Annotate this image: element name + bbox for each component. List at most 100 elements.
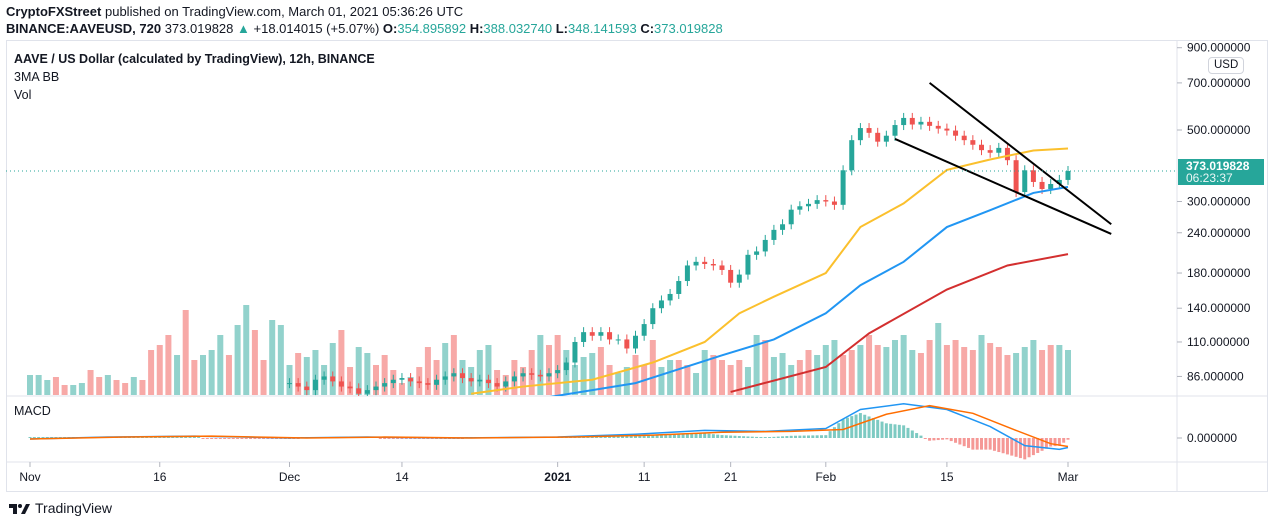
macd-histogram-bar — [698, 433, 702, 438]
volume-bar — [424, 347, 431, 395]
candle — [979, 144, 984, 151]
candle — [615, 339, 621, 341]
macd-histogram-bar — [175, 437, 179, 438]
volume-bar — [104, 375, 111, 395]
volume-bar — [701, 350, 708, 395]
macd-histogram-bar — [902, 425, 906, 438]
volume-bar — [866, 335, 873, 395]
candle — [970, 140, 976, 145]
volume-bar — [1021, 347, 1028, 395]
chart-title: AAVE / US Dollar (calculated by TradingV… — [14, 52, 375, 66]
open-value: 354.895892 — [397, 21, 467, 36]
publisher-name[interactable]: CryptoFXStreet — [6, 4, 102, 19]
price-change: +18.014015 (+5.07%) — [253, 21, 380, 36]
x-tick-label: 14 — [395, 470, 409, 484]
volume-bar — [623, 367, 630, 395]
y-tick-label: 700.000000 — [1187, 76, 1251, 90]
macd-histogram-bar — [768, 437, 772, 438]
macd-histogram-bar — [236, 438, 240, 439]
macd-histogram-bar — [980, 438, 983, 450]
volume-bar — [762, 340, 769, 395]
macd-histogram-bar — [945, 438, 949, 440]
macd-histogram-bar — [807, 435, 810, 438]
macd-histogram-bar — [746, 436, 750, 438]
macd-histogram-bar — [707, 433, 711, 438]
candle — [485, 379, 491, 384]
macd-histogram-bar — [1062, 438, 1066, 443]
volume-bar — [312, 350, 319, 395]
candle — [814, 200, 820, 204]
volume-bar — [347, 367, 354, 395]
candle — [607, 332, 613, 340]
macd-histogram-bar — [841, 419, 845, 438]
volume-bar — [303, 357, 310, 395]
volume-bar — [770, 357, 777, 395]
last-price: 373.019828 — [164, 21, 234, 36]
candle — [883, 135, 889, 142]
volume-bar — [260, 360, 267, 395]
high-label: H: — [469, 21, 484, 36]
candle — [295, 383, 301, 387]
candle — [806, 203, 811, 207]
macd-histogram-bar — [1036, 438, 1040, 453]
candle — [658, 300, 664, 309]
candle — [996, 147, 1002, 153]
y-tick-label: 140.000000 — [1187, 301, 1251, 315]
candle — [745, 254, 751, 275]
macd-histogram-bar — [634, 435, 637, 438]
macd-histogram-bar — [240, 438, 244, 439]
legend-3ma-bb[interactable]: 3MA BB — [14, 70, 60, 84]
macd-histogram-bar — [897, 424, 901, 438]
macd-histogram-bar — [41, 437, 45, 438]
candle — [667, 293, 673, 301]
macd-histogram-bar — [967, 438, 971, 448]
macd-histogram-bar — [785, 436, 789, 438]
x-tick-label: 21 — [724, 470, 738, 484]
tradingview-brand: TradingView — [35, 500, 113, 516]
volume-bar — [987, 343, 994, 395]
x-tick-label: 16 — [153, 470, 167, 484]
tradingview-logo[interactable]: TradingView — [8, 500, 112, 516]
candle — [399, 378, 405, 380]
candle — [390, 379, 396, 384]
volume-bar — [1039, 350, 1046, 395]
candle — [823, 200, 829, 202]
legend-macd[interactable]: MACD — [14, 404, 51, 418]
candle — [684, 265, 690, 282]
volume-bar — [35, 375, 42, 395]
volume-bar — [1004, 355, 1011, 395]
macd-histogram-bar — [854, 414, 858, 438]
macd-histogram-bar — [1057, 438, 1061, 446]
macd-histogram-bar — [218, 438, 222, 439]
moving-average-ma_fast — [471, 147, 1069, 395]
macd-histogram-bar — [776, 436, 780, 438]
legend-volume[interactable]: Vol — [14, 88, 32, 102]
macd-histogram-bar — [158, 437, 162, 438]
macd-histogram-bar — [815, 435, 819, 438]
candle — [1004, 147, 1010, 161]
volume-bar — [329, 343, 336, 395]
candle — [356, 388, 362, 394]
volume-bar — [571, 365, 578, 395]
candle — [477, 379, 483, 382]
candle — [1030, 170, 1036, 182]
volume-bar — [978, 335, 985, 395]
macd-histogram-bar — [928, 438, 932, 441]
volume-bar — [208, 350, 215, 395]
candle — [866, 128, 872, 133]
volume-bar — [961, 347, 968, 395]
macd-histogram-bar — [166, 437, 170, 438]
macd-histogram-bar — [28, 437, 32, 438]
macd-histogram-bar — [962, 438, 966, 447]
macd-histogram-bar — [616, 435, 620, 438]
volume-bar — [589, 353, 596, 395]
macd-histogram-bar — [162, 437, 166, 438]
currency-button[interactable]: USD — [1208, 57, 1245, 74]
macd-histogram-bar — [832, 427, 836, 438]
volume-bar — [606, 365, 613, 395]
volume-bar — [338, 330, 345, 395]
low-value: 348.141593 — [568, 21, 637, 36]
y-tick-label: 86.000000 — [1187, 369, 1244, 383]
macd-histogram-bar — [884, 423, 888, 438]
